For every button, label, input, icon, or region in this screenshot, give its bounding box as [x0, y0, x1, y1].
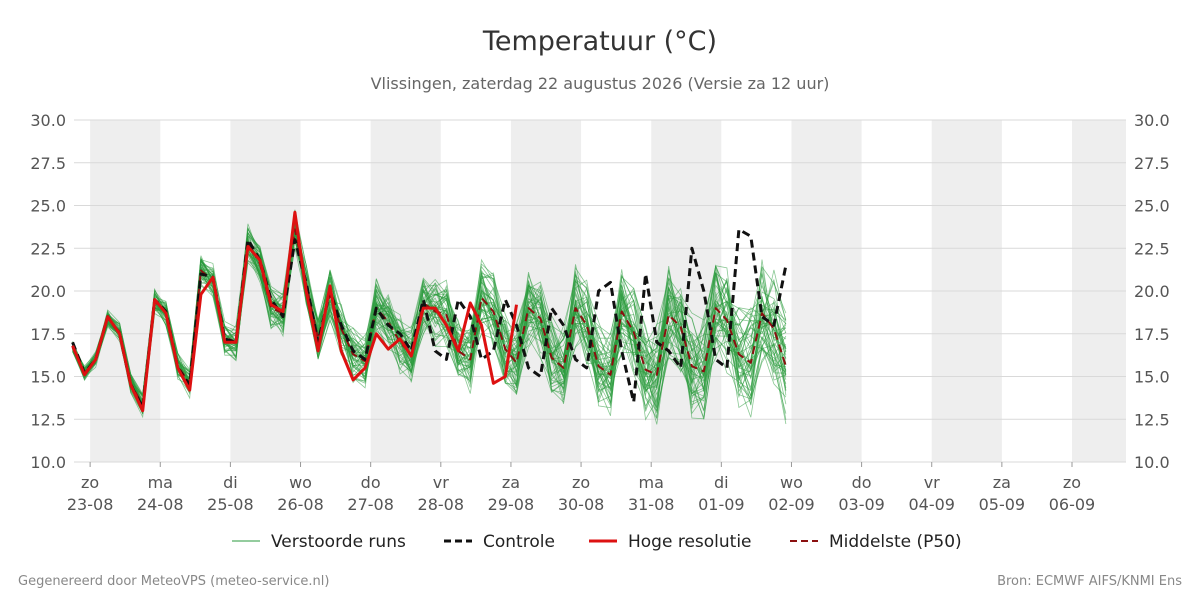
x-axis: zo 23-08 ma 24-08 di 25-08 wo 26-08 do 27-08 vr 28-… — [67, 462, 1095, 514]
series-line-controle — [71, 227, 788, 409]
x-tick-date: 01-09 — [698, 495, 745, 514]
x-tick-day: zo — [81, 473, 99, 492]
x-tick-day: wo — [289, 473, 312, 492]
x-tick-date: 31-08 — [628, 495, 675, 514]
y-tick-label-left: 10.0 — [30, 453, 66, 472]
legend-label-median: Middelste (P50) — [829, 532, 962, 552]
x-tick-day: do — [361, 473, 381, 492]
x-tick-day: za — [502, 473, 520, 492]
x-tick-date: 03-09 — [838, 495, 885, 514]
y-tick-label-left: 20.0 — [30, 282, 66, 301]
main-series — [71, 210, 788, 413]
y-tick-label-right: 10.0 — [1134, 453, 1170, 472]
series-line-hoge-resolutie — [71, 210, 518, 413]
ensemble-member-line — [72, 231, 787, 421]
legend-label-high-res: Hoge resolutie — [628, 532, 752, 552]
x-tick-day: ma — [148, 473, 173, 492]
x-tick-day: za — [993, 473, 1011, 492]
y-tick-label-left: 15.0 — [30, 368, 66, 387]
legend-label-control: Controle — [483, 532, 555, 552]
x-tick-date: 23-08 — [67, 495, 114, 514]
x-tick-day: vr — [433, 473, 449, 492]
y-tick-label-right: 20.0 — [1134, 282, 1170, 301]
x-tick-date: 26-08 — [277, 495, 324, 514]
chart-title: Temperatuur (°C) — [482, 26, 717, 57]
footer-source: Bron: ECMWF AIFS/KNMI Ens — [997, 574, 1182, 589]
y-tick-label-left: 27.5 — [30, 154, 66, 173]
y-tick-label-right: 12.5 — [1134, 410, 1170, 429]
y-tick-label-right: 22.5 — [1134, 239, 1170, 258]
footer-generated-by: Gegenereerd door MeteoVPS (meteo-service… — [18, 574, 329, 589]
y-tick-label-right: 27.5 — [1134, 154, 1170, 173]
x-tick-date: 28-08 — [418, 495, 465, 514]
x-tick-day: zo — [1063, 473, 1081, 492]
x-tick-day: vr — [924, 473, 940, 492]
x-tick-date: 06-09 — [1049, 495, 1096, 514]
x-tick-day: wo — [780, 473, 803, 492]
x-tick-date: 05-09 — [979, 495, 1026, 514]
x-tick-date: 29-08 — [488, 495, 535, 514]
y-tick-label-left: 17.5 — [30, 325, 66, 344]
y-tick-label-left: 30.0 — [30, 111, 66, 130]
x-tick-day: di — [714, 473, 729, 492]
legend: Verstoorde runs Controle Hoge resolutie … — [232, 532, 962, 552]
x-tick-date: 24-08 — [137, 495, 184, 514]
x-tick-day: di — [223, 473, 238, 492]
y-tick-label-right: 15.0 — [1134, 368, 1170, 387]
y-tick-label-right: 25.0 — [1134, 197, 1170, 216]
x-tick-date: 27-08 — [347, 495, 394, 514]
y-tick-label-left: 12.5 — [30, 410, 66, 429]
y-tick-label-left: 22.5 — [30, 239, 66, 258]
chart-subtitle: Vlissingen, zaterdag 22 augustus 2026 (V… — [371, 74, 830, 93]
x-tick-day: ma — [639, 473, 664, 492]
legend-label-ensemble: Verstoorde runs — [271, 532, 406, 552]
x-tick-date: 30-08 — [558, 495, 605, 514]
y-tick-label-right: 30.0 — [1134, 111, 1170, 130]
x-tick-date: 02-09 — [768, 495, 815, 514]
y-tick-label-left: 25.0 — [30, 197, 66, 216]
x-tick-date: 25-08 — [207, 495, 254, 514]
x-tick-day: do — [852, 473, 872, 492]
y-tick-label-right: 17.5 — [1134, 325, 1170, 344]
y-axis-left: 10.0 12.5 15.0 17.5 20.0 22.5 25.0 27.5 30.0 — [30, 111, 66, 472]
x-tick-date: 04-09 — [908, 495, 955, 514]
x-tick-day: zo — [572, 473, 590, 492]
y-axis-right: 10.0 12.5 15.0 17.5 20.0 22.5 25.0 27.5 30.0 — [1134, 111, 1170, 472]
